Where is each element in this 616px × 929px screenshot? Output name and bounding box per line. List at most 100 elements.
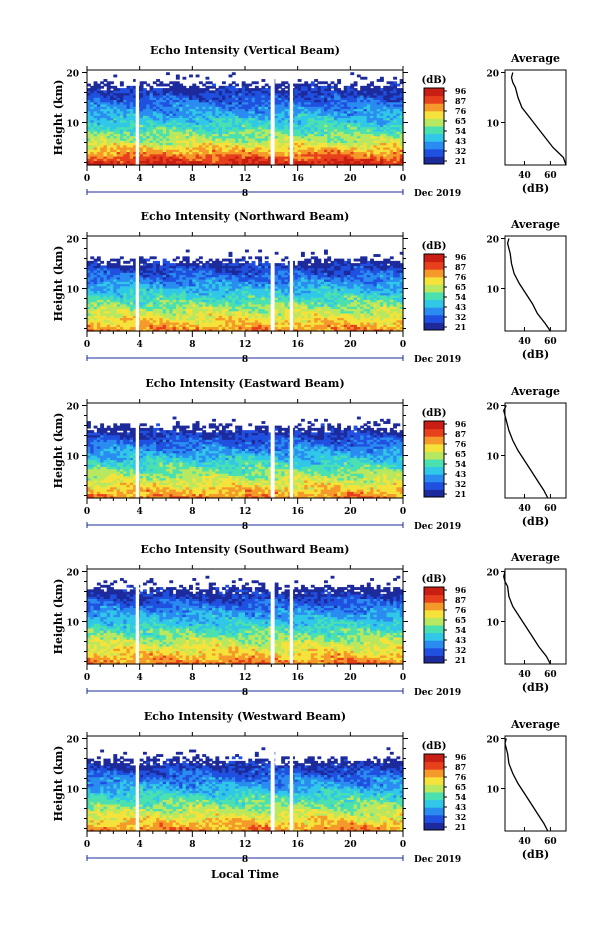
heatmap-cell [343, 153, 348, 157]
heatmap-cell [340, 306, 345, 309]
heatmap-cell [215, 137, 220, 141]
heatmap-cell [192, 160, 197, 164]
heatmap-cell [126, 321, 131, 325]
heatmap-cell [261, 140, 266, 143]
heatmap-cell [287, 301, 292, 305]
heatmap-cell [205, 124, 210, 128]
heatmap-cell [212, 92, 216, 96]
heatmap-cell [353, 94, 358, 98]
heatmap-cell [152, 137, 157, 141]
heatmap-cell [116, 110, 121, 114]
heatmap-cell [189, 324, 193, 328]
heatmap-cell [399, 122, 404, 125]
heatmap-cell [251, 142, 256, 146]
heatmap-cell [175, 297, 180, 300]
heatmap-cell [87, 90, 91, 94]
heatmap-cell [103, 103, 108, 107]
heatmap-cell [258, 158, 263, 162]
heatmap-cell [169, 92, 174, 96]
heatmap-cell [100, 160, 105, 164]
heatmap-cell [320, 146, 325, 150]
heatmap-cell [185, 124, 190, 128]
heatmap-cell [156, 142, 161, 146]
heatmap-cell [205, 155, 210, 159]
heatmap-cell [310, 128, 315, 132]
heatmap-cell [254, 137, 259, 141]
heatmap-cell [212, 90, 216, 94]
heatmap-cell [300, 326, 305, 330]
heatmap-cell [110, 137, 114, 141]
heatmap-cell [218, 149, 223, 153]
heatmap-cell [277, 94, 282, 98]
heatmap-cell [251, 103, 256, 107]
heatmap-cell [320, 99, 325, 103]
heatmap-cell [179, 122, 184, 125]
heatmap-cell [123, 310, 128, 314]
heatmap-cell [268, 122, 272, 125]
heatmap-cell [324, 144, 328, 148]
heatmap-cell [310, 149, 315, 153]
heatmap-cell [317, 140, 322, 143]
heatmap-cell [268, 317, 272, 321]
heatmap-cell [333, 162, 338, 166]
heatmap-cell [245, 310, 249, 314]
heatmap-cell [103, 312, 108, 316]
heatmap-cell [300, 135, 305, 139]
heatmap-cell [297, 326, 302, 330]
heatmap-cell [235, 94, 240, 98]
heatmap-cell [156, 94, 161, 98]
heatmap-cell [366, 310, 371, 314]
heatmap-cell [228, 135, 233, 139]
heatmap-cell [370, 83, 374, 87]
heatmap-cell [294, 135, 299, 139]
heatmap-cell [198, 135, 203, 139]
heatmap-cell [149, 308, 154, 312]
heatmap-cell [189, 122, 193, 125]
heatmap-cell [304, 122, 309, 125]
heatmap-cell [87, 106, 91, 110]
heatmap-cell [231, 155, 236, 159]
heatmap-cell [103, 324, 108, 328]
heatmap-cell [106, 122, 111, 125]
heatmap-cell [152, 142, 157, 146]
heatmap-cell [133, 126, 137, 130]
heatmap-cell [225, 94, 230, 98]
heatmap-cell [159, 110, 164, 114]
heatmap-cell [366, 315, 371, 319]
heatmap-cell [396, 97, 401, 100]
heatmap-cell [340, 158, 345, 162]
heatmap-cell [307, 126, 312, 130]
heatmap-cell [251, 146, 256, 150]
heatmap-cell [87, 83, 91, 87]
heatmap-cell [129, 103, 134, 107]
heatmap-cell [396, 103, 401, 107]
heatmap-cell [215, 326, 220, 330]
heatmap-cell [317, 90, 322, 94]
heatmap-cell [347, 137, 351, 141]
heatmap-cell [228, 94, 233, 98]
heatmap-cell [156, 324, 161, 328]
heatmap-cell [389, 99, 394, 103]
heatmap-cell [294, 158, 299, 162]
heatmap-cell [268, 106, 272, 110]
heatmap-cell [198, 101, 203, 105]
heatmap-cell [379, 308, 384, 312]
heatmap-cell [287, 297, 292, 300]
heatmap-cell [307, 326, 312, 330]
heatmap-cell [281, 88, 286, 91]
heatmap-cell [87, 162, 91, 166]
heatmap-cell [268, 99, 272, 103]
heatmap-cell [221, 133, 226, 137]
heatmap-cell [310, 88, 315, 91]
heatmap-cell [333, 137, 338, 141]
heatmap-cell [231, 146, 236, 150]
heatmap-cell [202, 310, 207, 314]
heatmap-cell [103, 146, 108, 150]
heatmap-cell [350, 124, 355, 128]
heatmap-cell [231, 310, 236, 314]
heatmap-cell [264, 162, 269, 166]
heatmap-cell [277, 112, 282, 116]
heatmap-cell [363, 106, 368, 110]
heatmap-cell [327, 112, 332, 116]
heatmap-cell [205, 321, 210, 325]
